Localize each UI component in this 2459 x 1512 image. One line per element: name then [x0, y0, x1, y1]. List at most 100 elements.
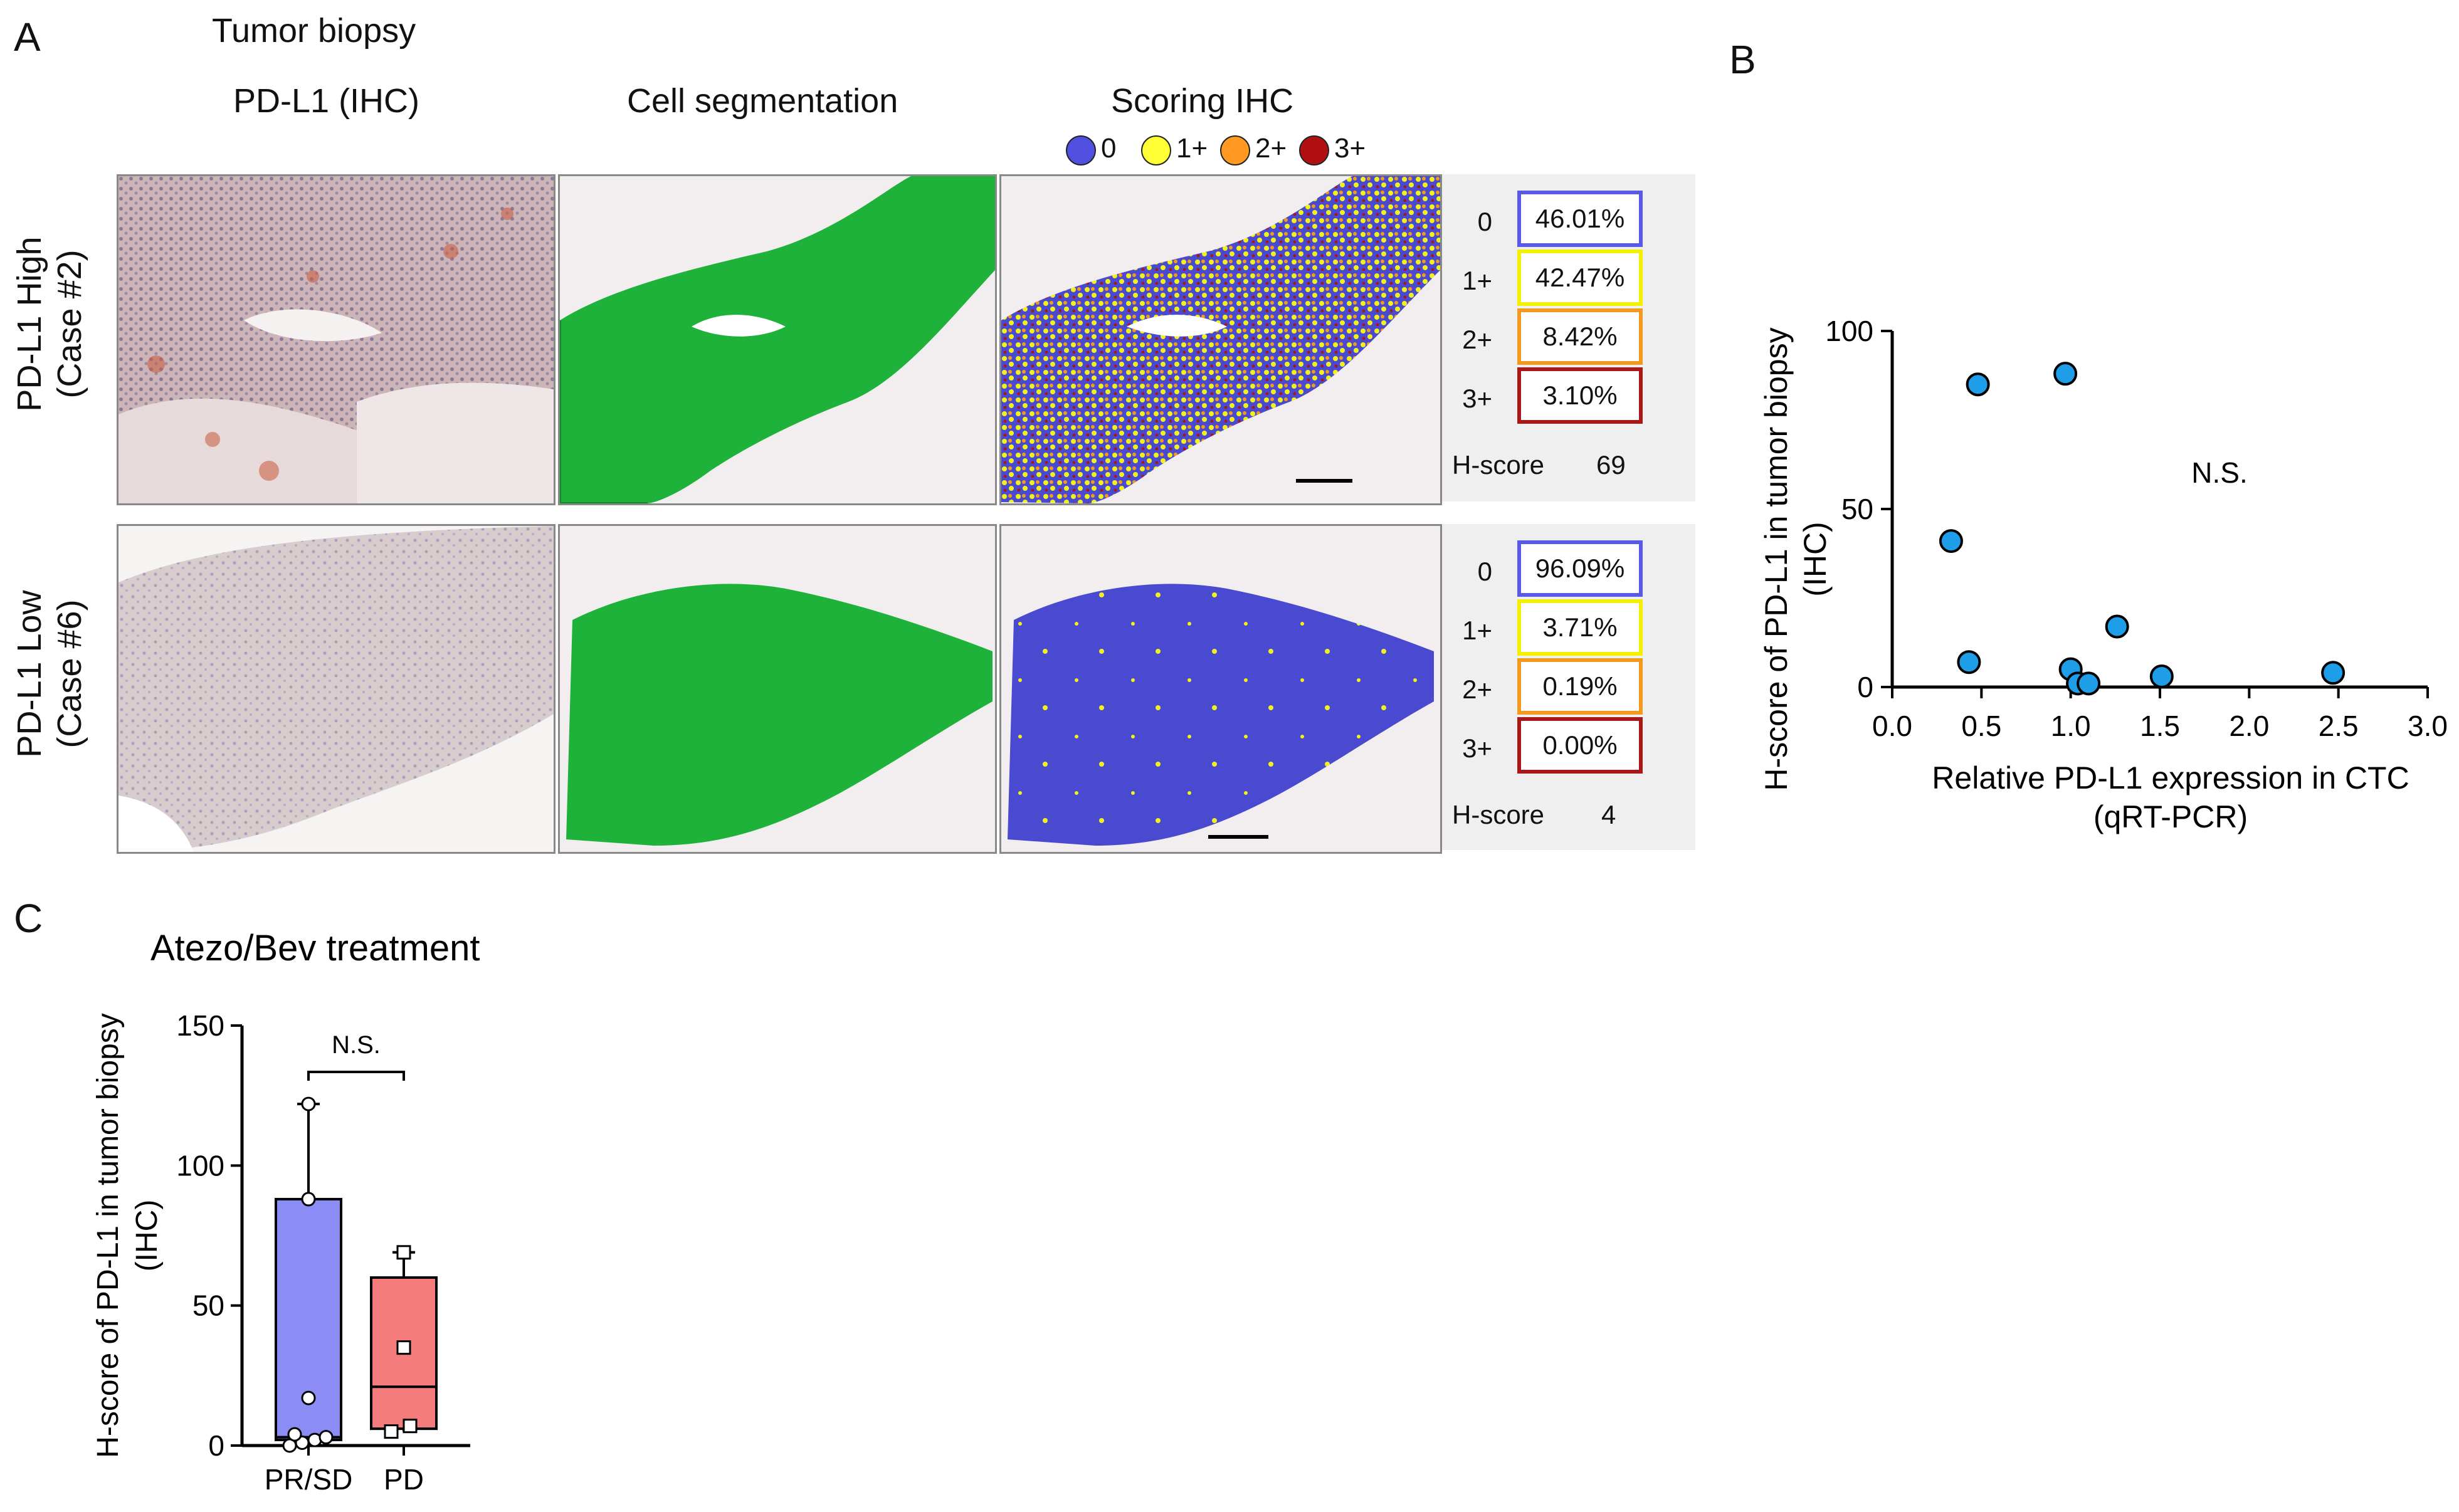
x-tick-label: PD — [384, 1463, 424, 1496]
hscore-label: H-score — [1452, 450, 1545, 480]
legend-swatch-2 — [1220, 135, 1250, 165]
score-label-3: 3+ — [1462, 733, 1492, 763]
col-header-scoring: Scoring IHC — [1111, 82, 1294, 120]
scatter-point — [2149, 664, 2174, 688]
x-tick-label: 1.5 — [2140, 710, 2180, 742]
x-tick-label: 0.0 — [1872, 710, 1912, 742]
box-chart-title: Atezo/Bev treatment — [150, 928, 480, 969]
x-tick-label: 0.5 — [1961, 710, 2001, 742]
legend-label-1: 1+ — [1176, 133, 1208, 164]
score-panel-high: 0 46.01% 1+ 42.47% 2+ 8.42% 3+ 3.10% H-s… — [1442, 174, 1695, 501]
hscore-label: H-score — [1452, 800, 1545, 829]
y-axis-label-line2: (IHC) — [130, 1200, 164, 1272]
score-label-0: 0 — [1477, 207, 1492, 236]
y-tick-label: 50 — [1841, 493, 1873, 525]
scoring-image-high — [999, 174, 1442, 505]
data-point — [403, 1419, 418, 1434]
ns-annotation: N.S. — [2191, 456, 2247, 489]
legend-swatch-1 — [1141, 135, 1171, 165]
x-tick-label: PR/SD — [265, 1463, 353, 1496]
data-point — [396, 1245, 411, 1260]
ihc-image-high — [117, 174, 556, 505]
score-value-1: 3.71% — [1517, 599, 1643, 656]
legend-label-0: 0 — [1101, 133, 1117, 164]
y-tick-label: 0 — [1857, 671, 1873, 703]
y-axis-label-line2: (IHC) — [1798, 522, 1833, 596]
scatter-point — [1957, 650, 1981, 675]
score-label-2: 2+ — [1462, 675, 1492, 704]
x-axis-label-line1: Relative PD-L1 expression in CTC — [1932, 760, 2409, 795]
score-label-1: 1+ — [1462, 266, 1492, 295]
x-tick-label: 2.5 — [2319, 710, 2359, 742]
y-axis-label-line1: H-score of PD-L1 in tumor biopsy — [1759, 327, 1794, 790]
score-value-1: 42.47% — [1517, 249, 1643, 306]
score-label-1: 1+ — [1462, 616, 1492, 645]
scoring-image-low-graphic — [1001, 526, 1440, 852]
data-point — [287, 1427, 302, 1442]
data-point — [319, 1430, 334, 1445]
box-chart: Atezo/Bev treatment 0 50 100 150 PR/SD PD N.S. H… — [92, 928, 480, 1496]
data-point — [396, 1340, 411, 1355]
data-point — [301, 1192, 316, 1207]
scatter-chart: 0.0 0.5 1.0 1.5 2.0 2.5 3.0 0 50 100 N.S. Relative … — [1759, 315, 2448, 834]
y-tick-label: 100 — [176, 1149, 224, 1182]
y-tick-label: 0 — [208, 1429, 224, 1462]
ns-annotation: N.S. — [332, 1031, 381, 1059]
row-label-low: PD-L1 Low (Case #6) — [9, 561, 91, 787]
scatter-point — [2053, 362, 2078, 386]
score-value-2: 8.42% — [1517, 308, 1643, 365]
y-axis-label: H-score of PD-L1 in tumor biopsy (IHC) — [1759, 327, 1833, 790]
data-point — [301, 1096, 316, 1111]
segmentation-image-high — [558, 174, 997, 505]
row-label-low-line1: PD-L1 Low — [11, 590, 48, 758]
legend-swatch-3 — [1299, 135, 1329, 165]
scatter-point — [2077, 671, 2101, 696]
panel-label-c: C — [14, 896, 43, 941]
row-label-high-line1: PD-L1 High — [11, 236, 48, 412]
significance-bracket — [307, 1071, 405, 1081]
legend-label-3: 3+ — [1334, 133, 1366, 164]
scatter-point — [2105, 614, 2129, 639]
score-value-3: 3.10% — [1517, 367, 1643, 424]
row-label-high: PD-L1 High (Case #2) — [9, 211, 91, 437]
y-axis-label-line1: H-score of PD-L1 in tumor biopsy — [92, 1013, 125, 1458]
y-axis-label: H-score of PD-L1 in tumor biopsy (IHC) — [92, 1013, 164, 1458]
scatter-point — [2321, 661, 2346, 685]
ihc-image-low — [117, 524, 556, 854]
legend-swatch-0 — [1066, 135, 1096, 165]
x-tick-label: 1.0 — [2051, 710, 2091, 742]
col-header-segmentation: Cell segmentation — [627, 82, 898, 120]
score-value-2: 0.19% — [1517, 658, 1643, 715]
scatter-point — [1939, 529, 1963, 554]
scoring-image-high-graphic — [1001, 176, 1440, 503]
x-tick-label: 3.0 — [2408, 710, 2448, 742]
score-label-3: 3+ — [1462, 384, 1492, 413]
scoring-legend: 0 1+ 2+ 3+ — [1066, 133, 1392, 171]
score-value-3: 0.00% — [1517, 717, 1643, 774]
row-label-high-line2: (Case #2) — [51, 249, 88, 399]
legend-label-2: 2+ — [1255, 133, 1287, 164]
ihc-image-low-graphic — [118, 526, 554, 852]
hscore-value: 4 — [1601, 800, 1616, 829]
data-point — [301, 1390, 316, 1405]
y-tick-label: 150 — [176, 1009, 224, 1042]
row-label-low-line2: (Case #6) — [51, 599, 88, 748]
x-axis-label-line2: (qRT-PCR) — [2093, 799, 2248, 834]
score-label-2: 2+ — [1462, 325, 1492, 354]
y-tick-label: 50 — [192, 1289, 224, 1322]
y-tick-label: 100 — [1825, 315, 1873, 347]
ihc-image-high-graphic — [118, 176, 554, 503]
panel-label-b: B — [1729, 37, 1756, 82]
scoring-image-low — [999, 524, 1442, 854]
score-value-0: 96.09% — [1517, 540, 1643, 597]
segmentation-image-high-graphic — [560, 176, 995, 503]
hscore-value: 69 — [1596, 450, 1626, 480]
score-panel-low: 0 96.09% 1+ 3.71% 2+ 0.19% 3+ 0.00% H-sc… — [1442, 524, 1695, 850]
col-header-ihc: PD-L1 (IHC) — [233, 82, 420, 120]
segmentation-image-low-graphic — [560, 526, 995, 852]
x-tick-label: 2.0 — [2229, 710, 2269, 742]
panel-label-a: A — [14, 14, 41, 60]
panel-a-title: Tumor biopsy — [212, 12, 416, 50]
scatter-point — [1966, 372, 1990, 397]
score-value-0: 46.01% — [1517, 191, 1643, 247]
